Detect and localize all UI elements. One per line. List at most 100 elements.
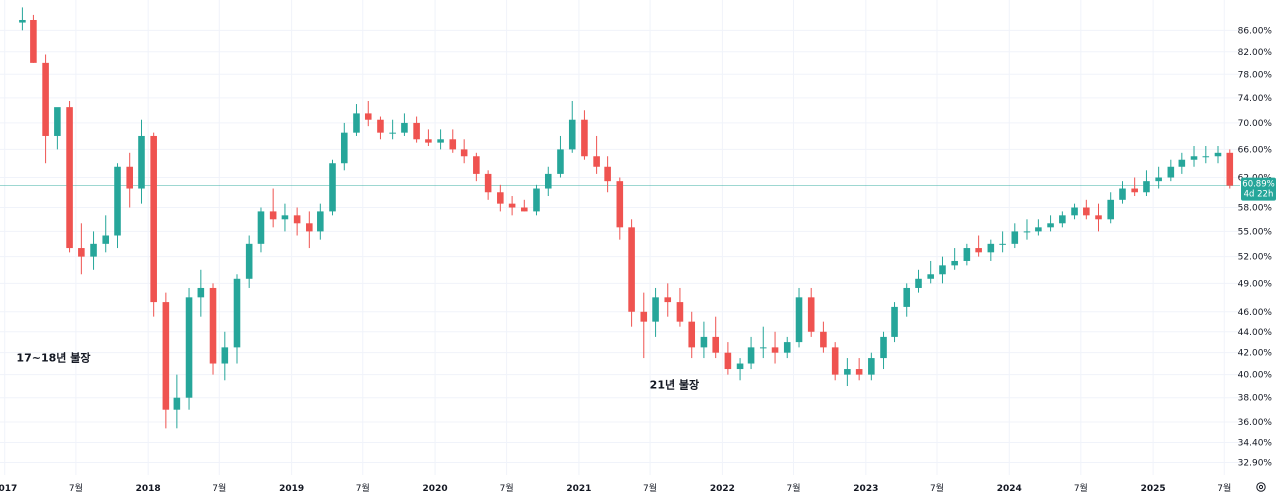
candle-body [1214,152,1222,157]
x-tick-label: 7월 [1217,482,1231,494]
candle [114,163,121,249]
y-axis[interactable]: 86.00%82.00%78.00%74.00%70.00%66.00%62.0… [1238,26,1273,468]
candle-body [891,306,898,337]
y-tick-label: 44.00% [1238,328,1273,338]
candle [364,100,372,127]
x-tick-label: 7월 [787,482,801,494]
candle-body [1131,188,1138,193]
candle [19,7,26,31]
x-tick-label: 7월 [1074,482,1088,494]
y-tick-label: 70.00% [1238,119,1273,129]
candle [736,358,744,381]
candle-body [1035,227,1042,232]
candle [544,166,552,197]
candle [1107,192,1114,224]
candle-body [903,287,911,307]
candle-body [771,347,779,353]
y-tick-label: 42.00% [1238,349,1273,359]
gear-icon [1256,482,1266,492]
candle-body [209,287,217,364]
candle [102,215,110,253]
candle-body [42,62,49,136]
candle [844,358,851,387]
candle-body [747,347,755,364]
last-price-countdown: 4d 22h [1244,190,1274,200]
candle-body [593,156,600,167]
candle [604,156,611,193]
candle [173,374,181,429]
candle-body [568,119,576,150]
candle [1155,166,1162,189]
candle [1167,159,1175,182]
candle [533,184,540,216]
candle-body [317,211,324,232]
y-tick-label: 74.00% [1238,94,1273,104]
candle-body [939,265,946,275]
candle-body [102,235,110,244]
candle [1131,177,1138,197]
x-axis[interactable]: 2017 7월 2018 7월 2019 7월 2020 7월 2021 7월 2022 7월 2023… [0,482,1231,494]
candle [1178,152,1186,174]
candle [903,283,911,317]
candle-body [508,203,516,208]
x-tick-label: 2024 [997,484,1022,494]
candle-body [676,302,684,322]
candle-body [233,278,241,348]
candle [1190,145,1198,167]
candle-body [544,173,552,189]
candle [747,336,755,370]
candle-body [306,223,313,232]
candle [1047,215,1054,232]
candle-body [377,119,384,133]
candle [233,274,241,364]
candle [497,184,504,212]
candle-body [425,139,432,143]
candle [951,248,958,270]
axis-settings-button[interactable] [1256,482,1266,492]
candle [78,223,85,275]
candle [868,352,875,381]
candle [257,207,265,253]
candle [473,152,480,182]
candle-body [533,188,540,212]
candle-body [1047,223,1054,228]
candle-body [150,135,157,303]
candle-body [497,192,504,204]
candle-body [640,311,648,322]
y-tick-label: 86.00% [1238,26,1273,36]
candle [963,243,971,266]
candle [855,358,863,381]
candle [1143,170,1150,197]
y-tick-label: 32.90% [1238,459,1273,469]
candle [1023,219,1031,240]
y-tick-label: 78.00% [1238,70,1273,80]
candle [783,336,791,359]
candle [209,283,217,375]
candle [640,292,648,359]
candle-body [963,248,971,261]
candle [413,116,420,143]
candle-body [138,135,145,189]
candle [437,129,444,150]
candle-body [30,19,37,63]
candle [162,292,170,429]
y-tick-label: 58.00% [1238,204,1273,214]
candle-body [293,215,301,224]
candle-body [616,181,624,228]
candle [401,113,408,136]
candle [42,54,49,164]
candle [521,199,528,212]
candle-body [460,149,468,157]
candle-body [1167,166,1175,178]
candle [1095,203,1102,232]
y-tick-label: 49.00% [1238,279,1273,289]
candle [593,135,600,174]
candle [317,203,324,240]
candle-body [999,243,1006,245]
candle-body [484,173,492,193]
candle-body [1190,156,1198,160]
candle-body [831,347,839,375]
candle [831,342,839,381]
